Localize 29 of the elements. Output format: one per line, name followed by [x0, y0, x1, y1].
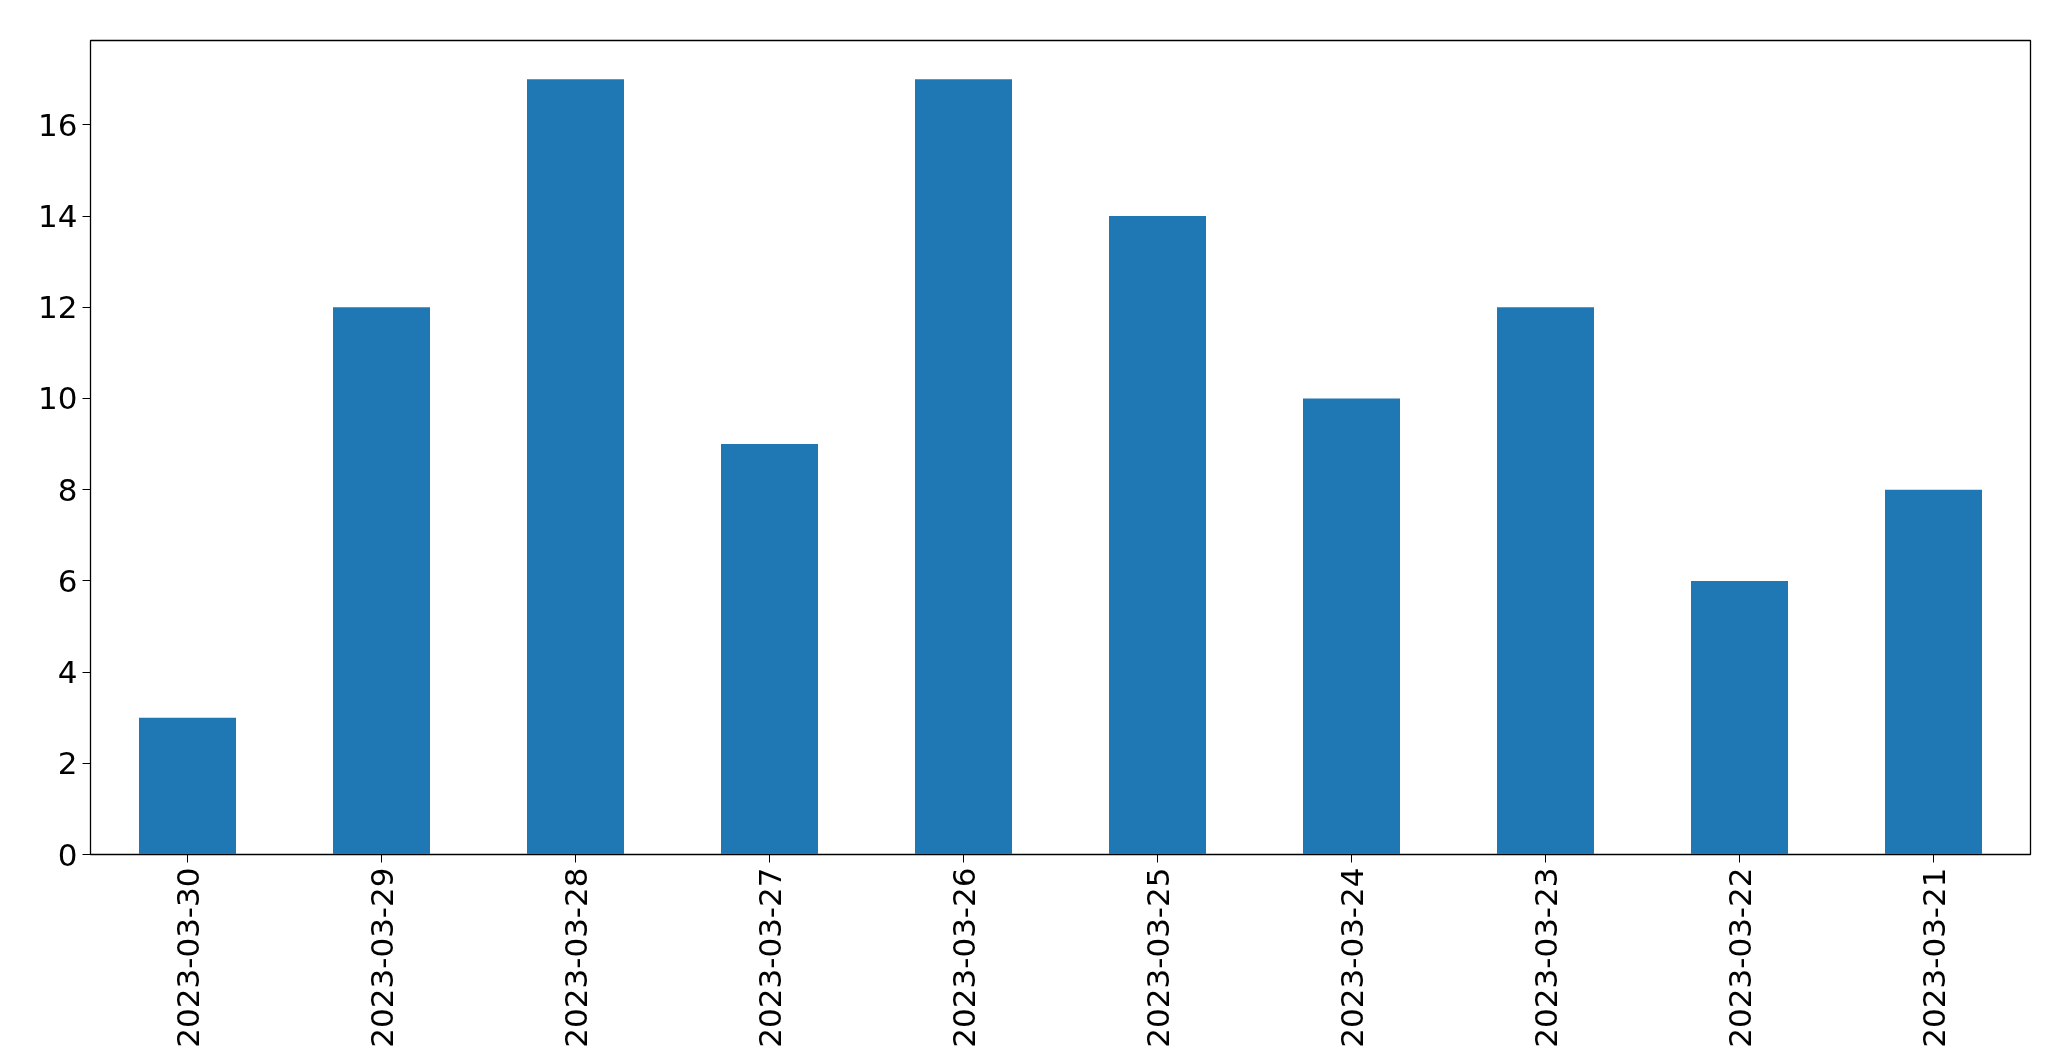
- x-tick-label: 2023-03-23: [1527, 867, 1564, 1048]
- x-tick-label: 2023-03-25: [1139, 867, 1176, 1048]
- x-tick-label: 2023-03-27: [751, 867, 788, 1048]
- y-tick-label: 14: [38, 198, 78, 235]
- y-tick-label: 0: [57, 836, 78, 873]
- bar: [1497, 307, 1594, 855]
- y-tick-label: 4: [57, 654, 78, 691]
- y-tick-label: 6: [57, 562, 78, 599]
- bar: [1303, 398, 1400, 855]
- bar: [527, 79, 624, 855]
- bar: [1885, 489, 1982, 855]
- bar: [915, 79, 1012, 855]
- x-tick-label: 2023-03-30: [169, 867, 206, 1048]
- x-tick-label: 2023-03-29: [363, 867, 400, 1048]
- x-tick-label: 2023-03-26: [945, 867, 982, 1048]
- y-tick-label: 2: [57, 745, 78, 782]
- bar: [721, 444, 818, 855]
- bar: [1691, 580, 1788, 855]
- y-tick-label: 8: [57, 471, 78, 508]
- bar: [139, 717, 236, 855]
- bar: [1109, 216, 1206, 855]
- x-tick-label: 2023-03-21: [1915, 867, 1952, 1048]
- x-tick-label: 2023-03-22: [1721, 867, 1758, 1048]
- x-tick-label: 2023-03-28: [557, 867, 594, 1048]
- y-tick-label: 16: [38, 106, 78, 143]
- bar: [333, 307, 430, 855]
- y-tick-label: 12: [38, 289, 78, 326]
- x-tick-label: 2023-03-24: [1333, 867, 1370, 1048]
- y-tick-label: 10: [38, 380, 78, 417]
